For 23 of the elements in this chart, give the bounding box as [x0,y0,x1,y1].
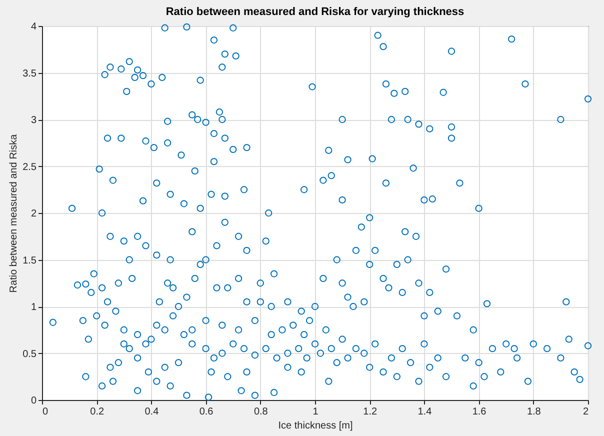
x-tick-label: 0.8 [254,406,268,418]
x-tick-label: 1.4 [418,406,432,418]
x-tick-label: 0.6 [199,406,214,418]
x-tick-label: 1.2 [363,406,378,418]
x-tick-label: 0.2 [90,406,104,418]
x-tick-label: 1.6 [472,406,487,418]
y-tick-label: 1.5 [22,255,37,266]
x-tick-label: 2 [582,406,589,418]
y-tick-label: 3.5 [22,68,37,80]
x-tick-label: 0.4 [144,406,160,418]
y-axis-title: Ratio between measured and Riska [8,134,20,293]
y-tick-label: 2.5 [22,162,37,173]
y-tick-label: 0 [30,396,37,406]
y-tick-label: 0.5 [22,348,37,360]
x-tick-label: 1 [312,406,319,418]
y-tick-label: 3 [30,115,37,126]
x-tick-label: 0 [42,406,48,418]
y-tick-label: 1 [30,302,37,313]
chart-title: Ratio between measured and Riska for varying thickness [166,6,464,18]
y-tick-label: 4 [30,22,37,32]
x-tick-label: 1.8 [526,406,542,418]
y-tick-label: 2 [30,208,37,220]
x-axis-title: Ice thickness [m] [278,420,353,432]
